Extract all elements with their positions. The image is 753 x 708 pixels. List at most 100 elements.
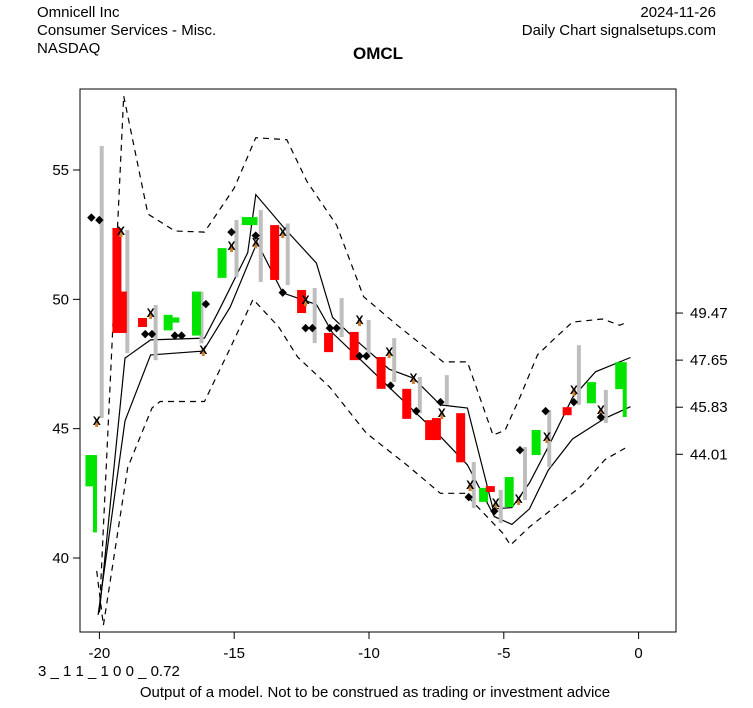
candle-wick bbox=[285, 223, 290, 286]
x-marker-tick bbox=[230, 244, 234, 253]
left-axis-label: 50 bbox=[52, 291, 69, 308]
inner-band-lower bbox=[97, 240, 631, 615]
x-marker: X bbox=[356, 313, 364, 327]
diamond-marker: ◆ bbox=[87, 212, 96, 224]
candle-body bbox=[85, 455, 95, 487]
x-marker: X bbox=[199, 343, 207, 357]
x-marker-tick bbox=[201, 348, 205, 357]
x-marker: X bbox=[117, 224, 125, 238]
candle-body bbox=[349, 331, 359, 361]
diamond-marker: ◆ bbox=[301, 322, 310, 334]
left-axis-label: 45 bbox=[52, 421, 69, 438]
diamond-marker: ◆ bbox=[278, 287, 287, 299]
candle-body bbox=[170, 317, 180, 323]
candle-body bbox=[112, 227, 122, 333]
x-marker: X bbox=[492, 496, 500, 510]
candle-wick bbox=[366, 320, 371, 355]
x-marker-tick bbox=[304, 298, 308, 307]
candle-body bbox=[117, 291, 127, 333]
company-name: Omnicell Inc bbox=[37, 4, 120, 21]
diamond-marker: ◆ bbox=[252, 230, 261, 242]
candle-body bbox=[376, 357, 386, 389]
candle-body bbox=[586, 382, 596, 404]
candle-body bbox=[431, 418, 441, 441]
x-marker-tick bbox=[545, 434, 549, 443]
candle-body bbox=[191, 291, 201, 336]
candle-wick bbox=[99, 145, 104, 419]
x-marker-tick bbox=[119, 229, 123, 238]
x-marker-tick bbox=[411, 375, 415, 384]
page-title: OMCL bbox=[352, 44, 404, 63]
candle-wick bbox=[444, 375, 449, 405]
candle-body bbox=[324, 332, 334, 353]
candle-wick bbox=[471, 462, 476, 509]
candle-wick bbox=[234, 219, 239, 278]
diamond-marker: ◆ bbox=[386, 380, 395, 392]
x-marker-tick bbox=[572, 387, 576, 396]
diamond-marker: ◆ bbox=[465, 491, 474, 503]
diamond-marker: ◆ bbox=[326, 322, 335, 334]
x-marker: X bbox=[279, 225, 287, 239]
candle-wick bbox=[125, 230, 130, 354]
x-marker: X bbox=[597, 403, 605, 417]
chart-date: 2024-11-26 bbox=[640, 4, 716, 21]
diamond-marker: ◆ bbox=[516, 444, 525, 456]
candle-body bbox=[248, 217, 258, 226]
diamond-marker: ◆ bbox=[148, 328, 157, 340]
candle-wick bbox=[547, 410, 552, 467]
right-axis-label: 49.47 bbox=[690, 305, 728, 322]
candle-body bbox=[297, 290, 307, 314]
candle-wick bbox=[339, 298, 344, 338]
model-parameters: 3 _ 1 1 _ 1 0 0 _ 0.72 bbox=[38, 663, 180, 680]
candle-wick bbox=[199, 291, 204, 344]
candle-wick bbox=[622, 362, 627, 418]
diamond-marker: ◆ bbox=[141, 328, 150, 340]
chart-type-label: Daily Chart signalsetups.com bbox=[521, 22, 716, 39]
candle-body bbox=[531, 429, 541, 456]
x-marker: X bbox=[93, 414, 101, 428]
candle-body bbox=[479, 487, 489, 502]
x-marker: X bbox=[570, 383, 578, 397]
diamond-marker: ◆ bbox=[202, 298, 211, 310]
x-marker-tick bbox=[440, 411, 444, 420]
candle-wick bbox=[603, 389, 608, 423]
candle-body bbox=[241, 217, 251, 226]
diamond-marker: ◆ bbox=[171, 329, 180, 341]
x-marker: X bbox=[543, 430, 551, 444]
candle-wick bbox=[498, 489, 503, 524]
x-marker-tick bbox=[281, 230, 285, 239]
candle-wick bbox=[92, 455, 97, 533]
diamond-marker: ◆ bbox=[597, 411, 606, 423]
x-axis-label: -5 bbox=[497, 645, 510, 662]
left-axis-label: 55 bbox=[52, 162, 69, 179]
candle-wick bbox=[522, 447, 527, 501]
diamond-marker: ◆ bbox=[332, 322, 341, 334]
candle-wick bbox=[258, 210, 263, 283]
diamond-marker: ◆ bbox=[541, 405, 550, 417]
right-axis-label: 47.65 bbox=[690, 352, 728, 369]
diamond-marker: ◆ bbox=[355, 350, 364, 362]
x-marker-tick bbox=[494, 501, 498, 510]
x-marker: X bbox=[147, 306, 155, 320]
candle-body bbox=[138, 317, 148, 328]
candle-body bbox=[504, 477, 514, 508]
candle-body bbox=[163, 314, 173, 331]
candle-body bbox=[562, 407, 572, 416]
candle-body bbox=[217, 248, 227, 278]
diamond-marker: ◆ bbox=[436, 396, 445, 408]
x-marker-tick bbox=[149, 311, 153, 320]
exchange-label: NASDAQ bbox=[37, 40, 101, 57]
diamond-marker: ◆ bbox=[412, 405, 421, 417]
diamond-marker: ◆ bbox=[570, 396, 579, 408]
inner-band-upper bbox=[98, 193, 631, 613]
candle-body bbox=[615, 362, 625, 390]
candle-wick bbox=[312, 287, 317, 344]
diamond-marker: ◆ bbox=[95, 214, 104, 226]
candle-body bbox=[425, 420, 435, 441]
candle-body bbox=[270, 225, 280, 280]
outer-band-upper bbox=[98, 95, 629, 613]
x-marker: X bbox=[515, 492, 523, 506]
diamond-marker: ◆ bbox=[177, 329, 186, 341]
